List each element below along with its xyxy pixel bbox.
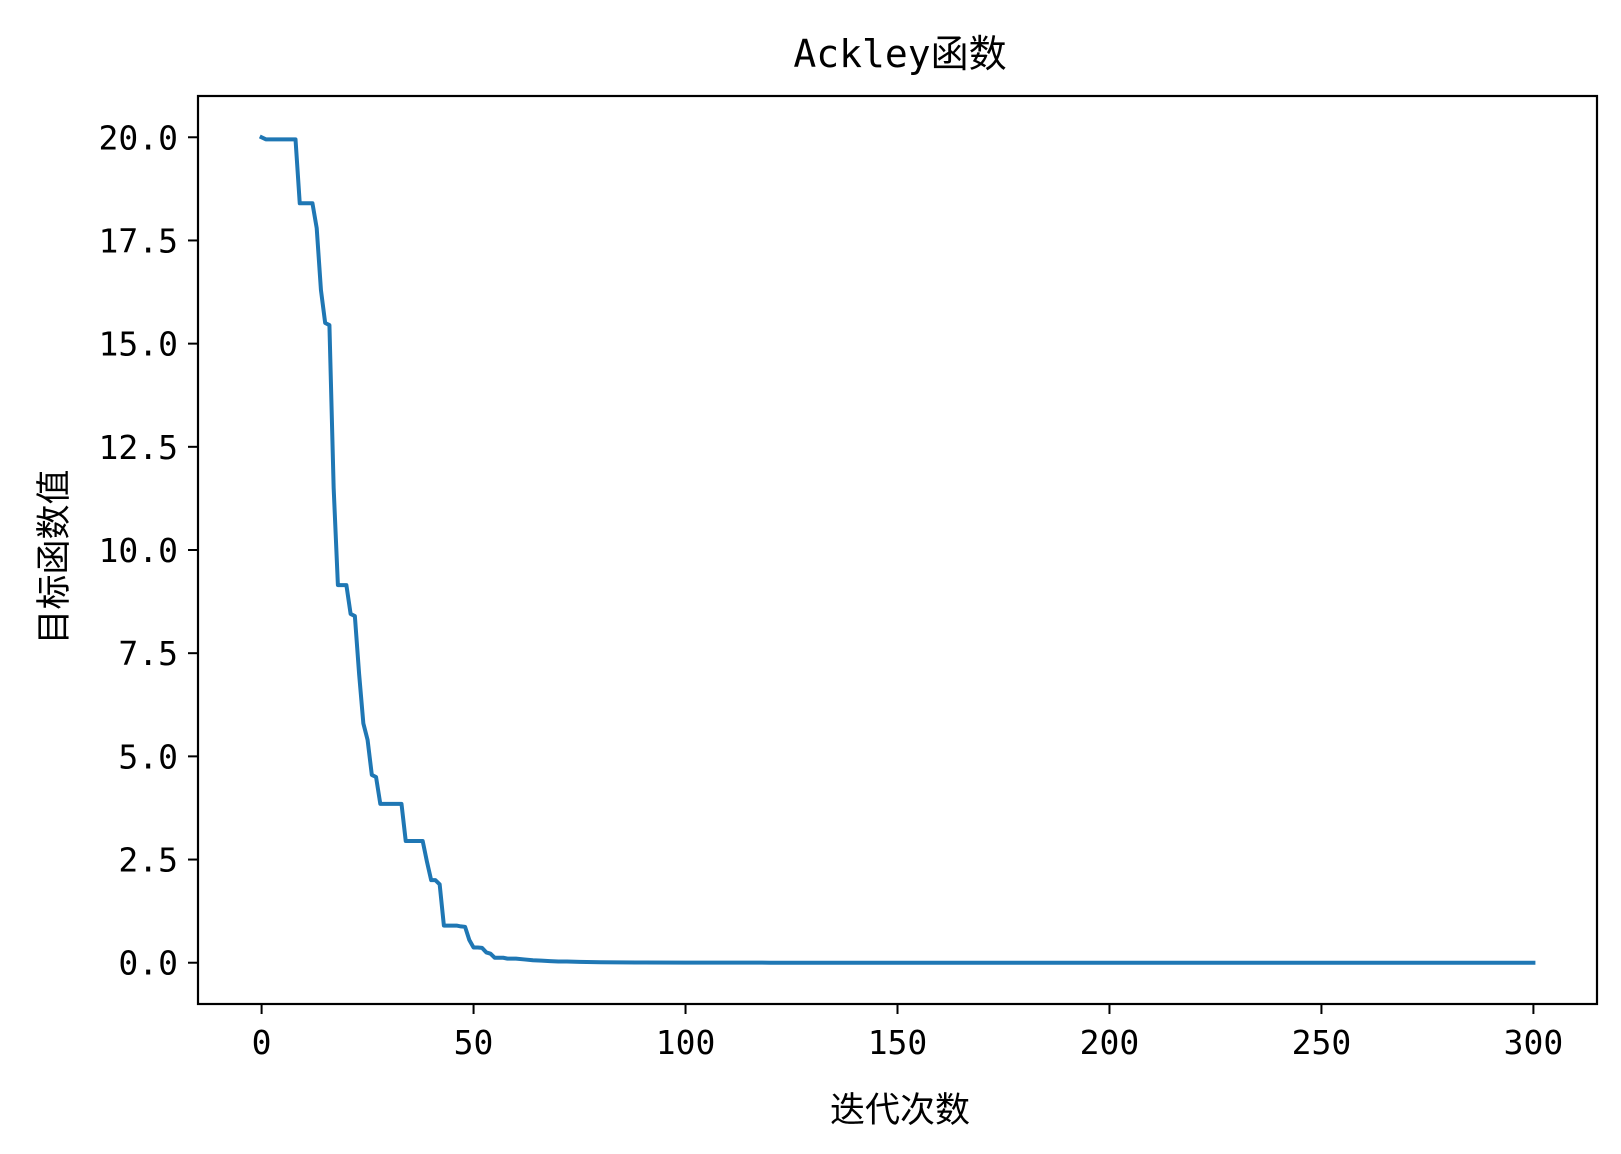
x-tick-label: 300 <box>1504 1023 1564 1062</box>
y-tick-label: 15.0 <box>99 325 178 364</box>
y-tick-label: 12.5 <box>99 428 178 467</box>
series-line <box>258 134 1536 965</box>
data-series <box>258 134 1536 965</box>
y-tick-label: 2.5 <box>118 841 178 880</box>
x-tick-label: 200 <box>1080 1023 1140 1062</box>
y-tick-label: 20.0 <box>99 118 178 157</box>
plot-area-frame <box>196 94 1599 1006</box>
y-tick-label: 5.0 <box>118 737 178 776</box>
x-tick-label: 0 <box>252 1023 272 1062</box>
x-tick-label: 150 <box>868 1023 928 1062</box>
y-tick-label: 0.0 <box>118 944 178 983</box>
x-tick-label: 100 <box>656 1023 716 1062</box>
x-tick-label: 250 <box>1292 1023 1352 1062</box>
y-tick-label: 10.0 <box>99 531 178 570</box>
x-tick-label: 50 <box>454 1023 494 1062</box>
y-tick-label: 17.5 <box>99 221 178 260</box>
y-axis-label: 目标函数值 <box>35 469 75 644</box>
axis-ticks: 0 50 100 150 200 250 300 0.0 2.5 5.0 7.5 10.0 12.5 15… <box>99 118 1564 1062</box>
chart-title: Ackley函数 <box>793 32 1006 76</box>
x-axis-label: 迭代次数 <box>830 1091 970 1131</box>
y-tick-label: 7.5 <box>118 634 178 673</box>
